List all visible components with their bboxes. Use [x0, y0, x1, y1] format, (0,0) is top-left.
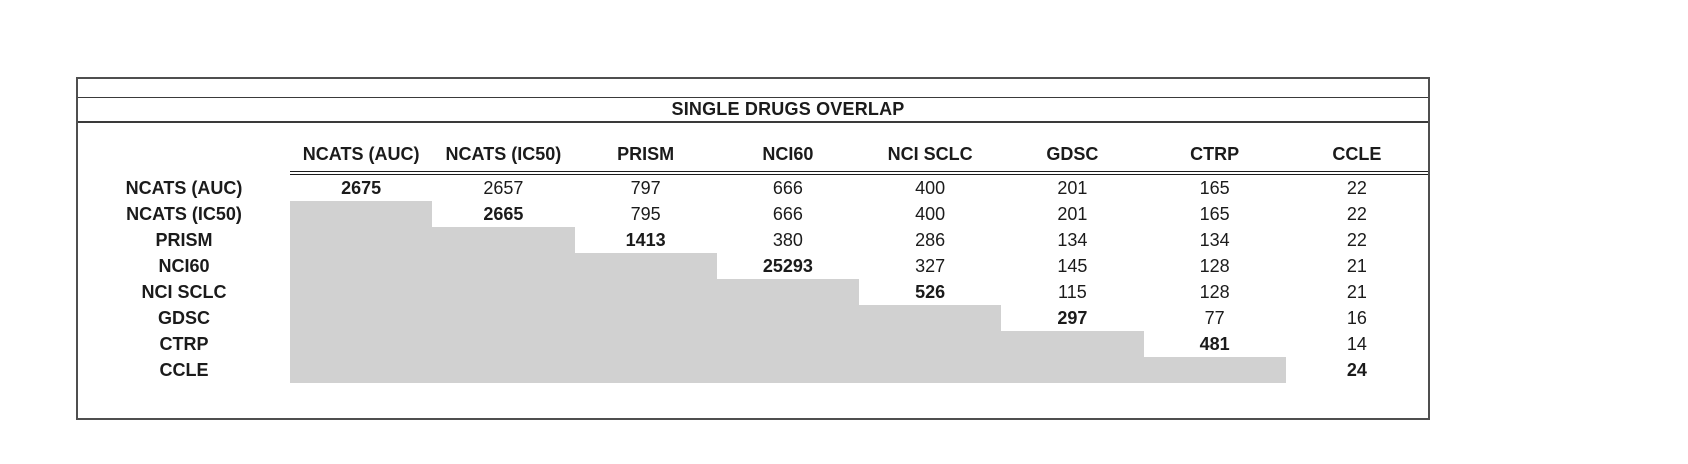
- corner-cell: [78, 123, 290, 175]
- matrix-cell: 134: [1199, 229, 1230, 250]
- row-header: CTRP: [159, 333, 209, 354]
- row-header: NCI60: [158, 255, 210, 276]
- matrix-cell: 128: [1199, 281, 1230, 302]
- matrix-cell-shaded: [432, 227, 575, 253]
- row-header: NCI SCLC: [141, 281, 227, 302]
- matrix-cell: 400: [915, 177, 946, 198]
- matrix-cell: 297: [1057, 307, 1088, 328]
- matrix-cell: 286: [915, 229, 946, 250]
- matrix-cell: 24: [1346, 359, 1367, 380]
- matrix-cell: 134: [1057, 229, 1088, 250]
- matrix-cell-shaded: [574, 279, 717, 305]
- matrix-cell: 14: [1346, 333, 1367, 354]
- matrix-cell: 666: [772, 177, 803, 198]
- column-header: GDSC: [1001, 123, 1144, 175]
- matrix-cell-shaded: [716, 279, 859, 305]
- matrix-cell: 16: [1346, 307, 1367, 328]
- matrix-cell: 2657: [483, 177, 524, 198]
- matrix-cell-shaded: [290, 331, 433, 357]
- matrix-cell: 22: [1346, 177, 1367, 198]
- matrix-cell-shaded: [432, 305, 575, 331]
- matrix-cell: 165: [1199, 203, 1230, 224]
- overlap-table-container: SINGLE DRUGS OVERLAP NCATS (AUC) NCATS (I…: [76, 77, 1430, 420]
- matrix-cell: 201: [1057, 203, 1088, 224]
- matrix-cell-shaded: [290, 201, 433, 227]
- row-header: PRISM: [155, 229, 213, 250]
- matrix-cell: 797: [630, 177, 661, 198]
- matrix-cell-shaded: [574, 305, 717, 331]
- matrix-cell-shaded: [859, 305, 1002, 331]
- matrix-cell-shaded: [432, 279, 575, 305]
- matrix-cell-shaded: [432, 357, 575, 383]
- matrix-cell-shaded: [290, 279, 433, 305]
- column-header: NCATS (AUC): [290, 123, 433, 175]
- matrix-cell-shaded: [574, 357, 717, 383]
- matrix-cell-shaded: [290, 357, 433, 383]
- overlap-matrix: NCATS (AUC) NCATS (IC50) PRISM NCI60 NCI SCL…: [78, 123, 1428, 383]
- matrix-cell: 165: [1199, 177, 1230, 198]
- matrix-cell-shaded: [574, 253, 717, 279]
- matrix-cell-shaded: [290, 305, 433, 331]
- table-title: SINGLE DRUGS OVERLAP: [671, 99, 905, 119]
- matrix-cell-shaded: [859, 331, 1002, 357]
- title-row: SINGLE DRUGS OVERLAP: [78, 98, 1428, 123]
- matrix-cell-shaded: [432, 253, 575, 279]
- matrix-cell: 327: [915, 255, 946, 276]
- row-header: NCATS (AUC): [125, 177, 243, 198]
- column-header: NCI SCLC: [859, 123, 1002, 175]
- column-header: NCATS (IC50): [432, 123, 575, 175]
- matrix-cell-shaded: [290, 253, 433, 279]
- matrix-cell-shaded: [290, 227, 433, 253]
- matrix-cell: 1413: [625, 229, 666, 250]
- matrix-cell-shaded: [1001, 331, 1144, 357]
- matrix-cell: 795: [630, 203, 661, 224]
- matrix-cell: 481: [1199, 333, 1230, 354]
- matrix-cell-shaded: [432, 331, 575, 357]
- spacer-row: [78, 79, 1428, 98]
- matrix-cell: 115: [1058, 281, 1087, 302]
- matrix-cell: 21: [1346, 255, 1367, 276]
- matrix-cell-shaded: [574, 331, 717, 357]
- matrix-cell: 526: [915, 281, 946, 302]
- matrix-cell: 2675: [341, 177, 382, 198]
- column-header: CTRP: [1143, 123, 1286, 175]
- row-header: NCATS (IC50): [126, 203, 242, 224]
- matrix-cell: 666: [772, 203, 803, 224]
- matrix-cell-shaded: [716, 357, 859, 383]
- matrix-cell: 128: [1199, 255, 1230, 276]
- matrix-cell: 77: [1204, 307, 1225, 328]
- matrix-cell: 25293: [762, 255, 813, 276]
- matrix-cell: 21: [1346, 281, 1367, 302]
- matrix-cell-shaded: [1143, 357, 1286, 383]
- matrix-cell-shaded: [716, 305, 859, 331]
- row-header: CCLE: [159, 359, 209, 380]
- matrix-cell: 22: [1346, 203, 1367, 224]
- column-header: PRISM: [574, 123, 717, 175]
- matrix-cell-shaded: [1001, 357, 1144, 383]
- column-header: CCLE: [1285, 123, 1428, 175]
- matrix-cell: 380: [772, 229, 803, 250]
- column-header: NCI60: [716, 123, 859, 175]
- matrix-cell: 145: [1057, 255, 1088, 276]
- row-header: GDSC: [157, 307, 210, 328]
- matrix-cell: 22: [1346, 229, 1367, 250]
- matrix-cell: 400: [915, 203, 946, 224]
- matrix-cell: 2665: [483, 203, 524, 224]
- matrix-cell-shaded: [716, 331, 859, 357]
- matrix-cell: 201: [1057, 177, 1088, 198]
- matrix-cell-shaded: [859, 357, 1002, 383]
